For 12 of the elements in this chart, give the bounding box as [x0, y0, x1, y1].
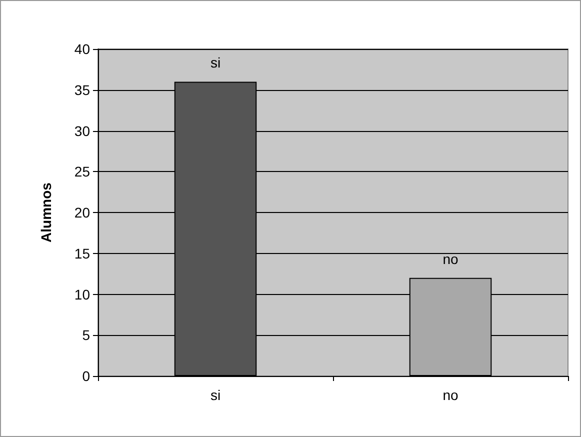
y-tick-label: 5	[82, 327, 90, 344]
y-tick-label: 15	[74, 245, 90, 262]
y-tick-label: 35	[74, 82, 90, 98]
data-label: si	[210, 54, 221, 71]
y-tick-label: 10	[74, 286, 90, 302]
y-tick-label: 40	[74, 41, 90, 57]
y-tick-label: 20	[74, 204, 90, 220]
y-tick-label: 0	[82, 368, 90, 384]
data-label: no	[442, 250, 458, 267]
y-tick-label: 25	[74, 164, 90, 180]
y-axis-title: Alumnos	[38, 182, 54, 242]
y-tick-label: 30	[74, 122, 90, 139]
